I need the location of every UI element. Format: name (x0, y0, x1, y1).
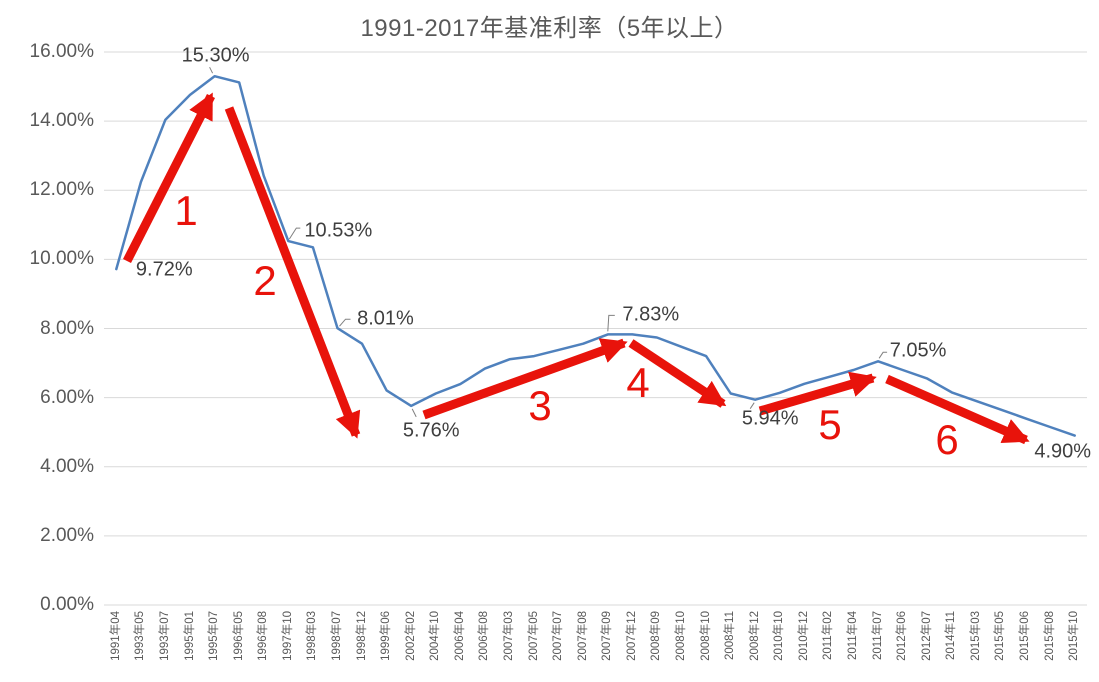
x-axis-label: 2012年07 (920, 611, 933, 661)
rate-polyline (115, 74, 1076, 437)
y-axis-label: 4.00% (40, 455, 94, 477)
x-axis-label: 1993年05 (134, 611, 147, 661)
x-axis-label: 2002年02 (404, 611, 417, 661)
x-axis-label: 2011年07 (871, 611, 884, 661)
data-label: 4.90% (1034, 440, 1092, 463)
data-label-leader (878, 351, 888, 359)
y-axis-label: 12.00% (29, 179, 94, 201)
data-label-leader (749, 402, 755, 409)
trend-arrow-1 (122, 92, 216, 264)
x-axis-label: 2012年06 (896, 611, 909, 661)
trend-arrow-3 (422, 338, 628, 420)
x-axis-label: 2007年07 (552, 611, 565, 661)
x-axis-label: 2015年08 (1043, 611, 1056, 661)
y-axis-label: 16.00% (29, 41, 94, 62)
y-axis-label: 8.00% (40, 317, 94, 339)
x-axis-label: 2008年12 (748, 611, 761, 661)
x-axis-label: 2014年11 (945, 611, 958, 661)
x-axis-label: 1998年03 (306, 611, 319, 661)
data-label: 5.94% (741, 407, 799, 430)
x-axis-label: 2008年09 (650, 611, 663, 661)
x-axis-label: 1991年04 (109, 611, 122, 661)
x-axis-label: 1998年07 (330, 611, 343, 661)
rate-line-series (115, 74, 1076, 437)
x-axis-label: 2007年05 (527, 611, 540, 661)
trend-annotation-number: 6 (935, 416, 959, 463)
gridlines (104, 51, 1087, 606)
trend-annotation-number: 1 (174, 187, 198, 234)
data-label: 8.01% (357, 307, 414, 330)
x-axis-label: 1993年07 (158, 611, 171, 661)
x-axis-label: 2015年03 (969, 611, 982, 661)
x-axis-label: 2011年02 (822, 611, 835, 661)
trend-arrow-2 (224, 106, 361, 439)
x-axis-label: 2010年10 (773, 611, 786, 661)
trend-annotation-number: 3 (528, 382, 552, 429)
data-label: 7.05% (889, 339, 947, 362)
x-axis-label: 2006年08 (478, 611, 491, 661)
x-axis-label: 2008年11 (724, 611, 737, 661)
data-label: 15.30% (181, 44, 250, 67)
x-axis-label: 1998年12 (355, 611, 368, 661)
x-axis-label: 2011年04 (847, 611, 860, 661)
y-axis-label: 0.00% (40, 594, 94, 615)
data-label: 5.76% (402, 419, 460, 442)
x-axis-label: 1999年06 (380, 611, 393, 661)
y-axis-label: 14.00% (29, 110, 94, 132)
trend-arrow-6 (885, 374, 1030, 445)
x-axis-label: 1997年10 (281, 611, 294, 661)
x-axis-label: 2004年10 (429, 611, 442, 661)
x-axis-label: 2006年04 (453, 611, 466, 661)
x-axis-label: 2008年10 (699, 611, 712, 661)
y-axis-label: 2.00% (40, 524, 94, 546)
x-axis-label: 2015年05 (994, 611, 1007, 661)
data-label: 10.53% (304, 219, 373, 242)
trend-annotation-number: 4 (626, 359, 650, 406)
x-axis-label: 1996年05 (232, 611, 245, 661)
x-axis-label: 2007年12 (625, 611, 638, 661)
x-axis-label: 2010年12 (797, 611, 810, 661)
chart-title: 1991-2017年基准利率（5年以上） (360, 15, 739, 42)
data-label: 9.72% (135, 258, 193, 281)
data-label-leader (288, 227, 301, 240)
x-axis-label: 2008年10 (675, 611, 687, 661)
x-axis-label: 2015年06 (1019, 611, 1032, 661)
trend-arrow-5 (758, 371, 877, 416)
x-axis-label: 2007年08 (576, 611, 589, 661)
x-axis-label: 1995年07 (208, 611, 221, 661)
x-axis-label: 2015年10 (1068, 611, 1081, 661)
data-label-leader (607, 314, 615, 332)
x-axis-label: 2007年09 (601, 611, 614, 661)
trend-annotation-number: 2 (253, 257, 277, 304)
x-axis-label: 1996年08 (257, 611, 270, 661)
trend-arrow-4 (628, 339, 727, 408)
x-axis-label: 1995年01 (183, 611, 196, 661)
data-label: 7.83% (622, 303, 680, 326)
x-axis-label: 2007年03 (502, 611, 515, 661)
data-label-leader (209, 66, 214, 74)
data-label-leader (339, 318, 351, 327)
y-axis-label: 6.00% (40, 386, 94, 408)
trend-annotation-number: 5 (818, 401, 842, 448)
data-label-leader (411, 408, 417, 418)
data-label-leader-lines (209, 66, 888, 418)
trend-arrows (122, 92, 1030, 445)
y-axis-label: 10.00% (29, 248, 94, 270)
